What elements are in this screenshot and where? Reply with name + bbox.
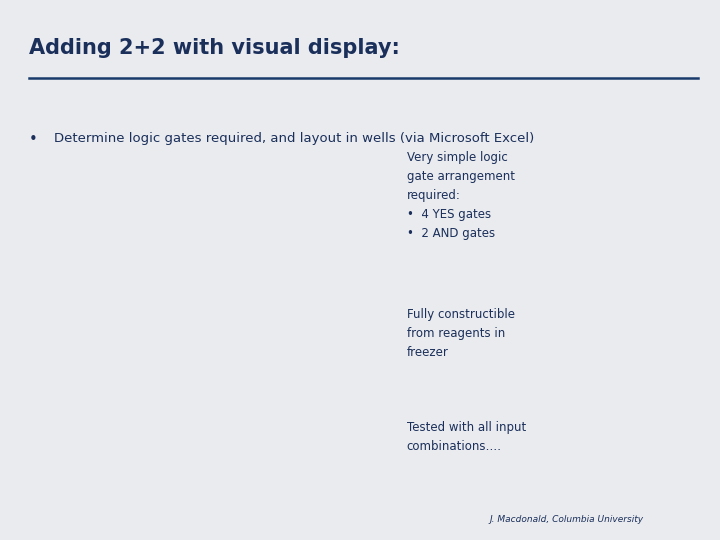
Text: J. Macdonald, Columbia University: J. Macdonald, Columbia University — [490, 515, 644, 524]
Text: Very simple logic
gate arrangement
required:
•  4 YES gates
•  2 AND gates: Very simple logic gate arrangement requi… — [407, 151, 515, 240]
Text: Adding 2+2 with visual display:: Adding 2+2 with visual display: — [29, 38, 400, 58]
Text: •: • — [29, 132, 37, 147]
Text: Determine logic gates required, and layout in wells (via Microsoft Excel): Determine logic gates required, and layo… — [54, 132, 534, 145]
Text: Fully constructible
from reagents in
freezer: Fully constructible from reagents in fre… — [407, 308, 515, 359]
Text: Tested with all input
combinations….: Tested with all input combinations…. — [407, 421, 526, 453]
